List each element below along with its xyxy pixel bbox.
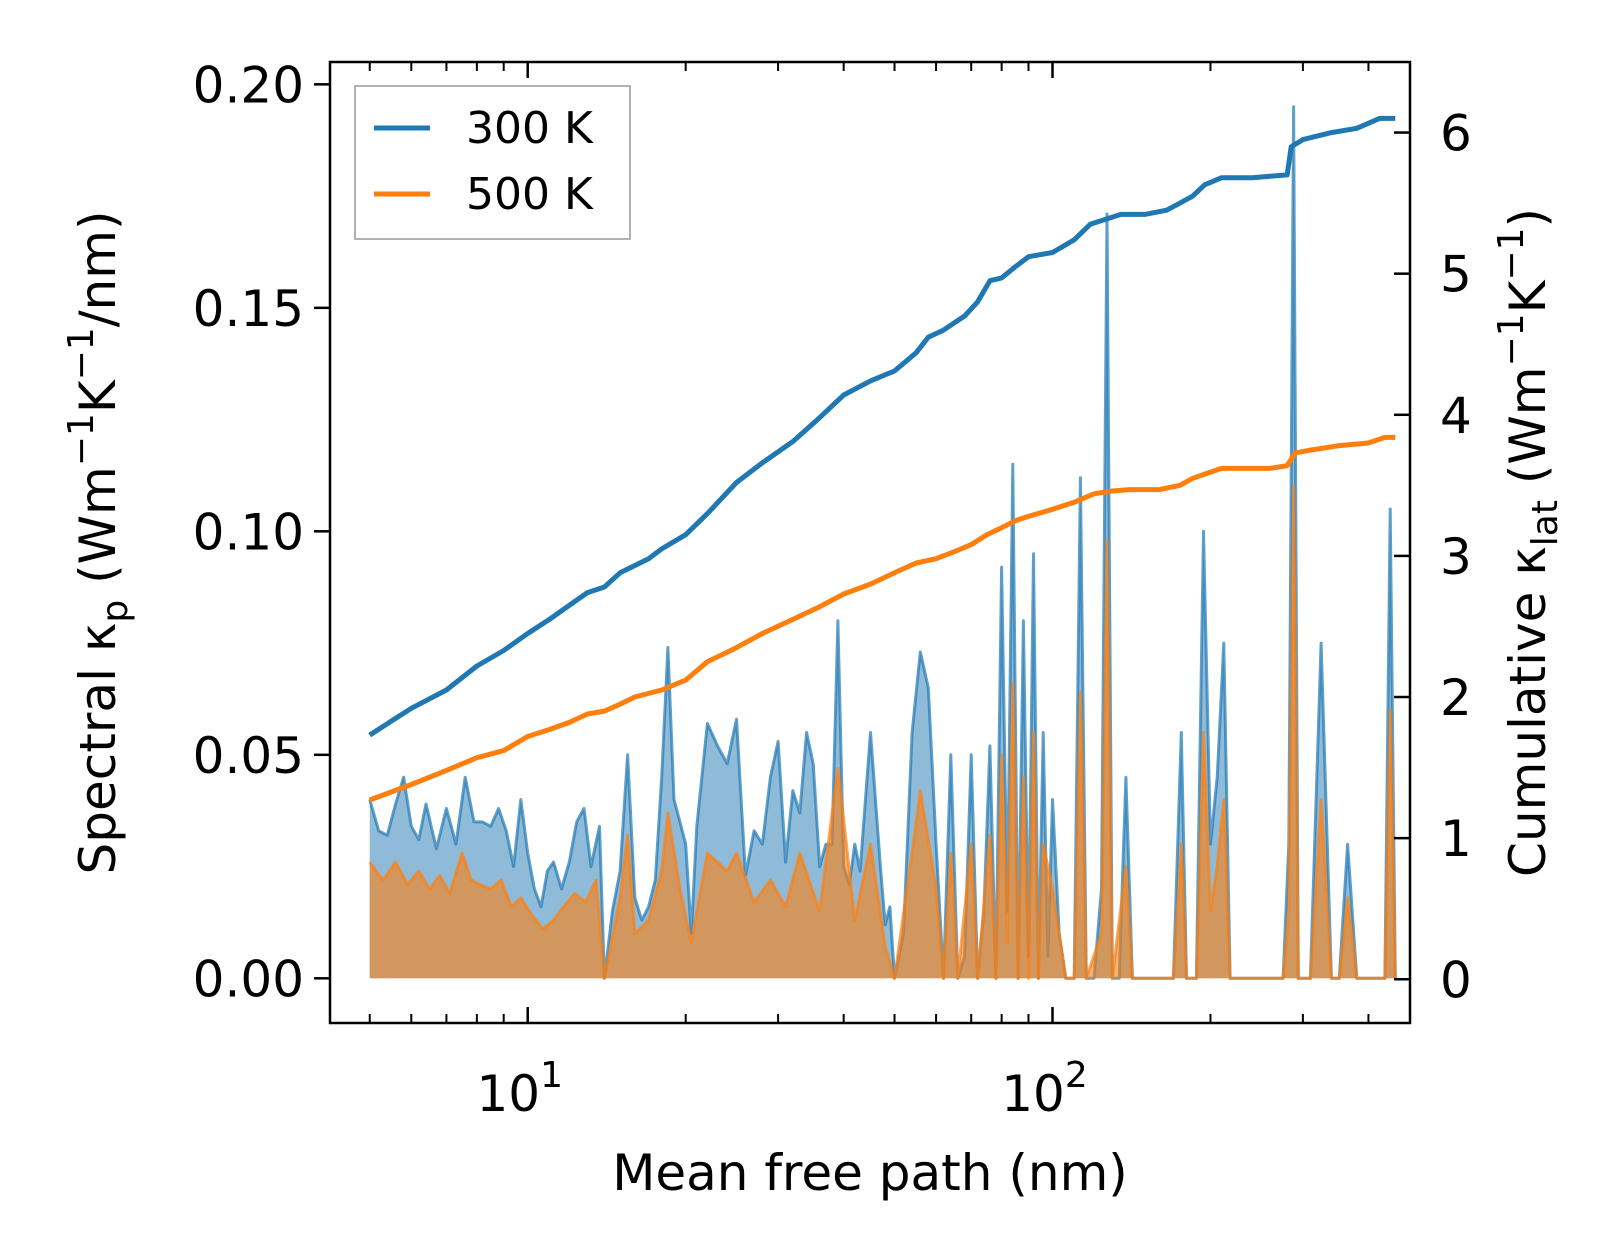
label-part: −1 [1491, 313, 1532, 366]
label-part: Spectral κ [69, 623, 127, 875]
right-tick-label: 3 [1440, 528, 1472, 586]
label-part: 10 [476, 1065, 540, 1123]
legend-label: 300 K [466, 103, 594, 154]
label-part: K [69, 379, 127, 413]
label-part: /nm) [69, 211, 127, 328]
right-axis-label: Cumulative κlat (Wm−1K−1) [1491, 208, 1566, 877]
legend-label: 500 K [466, 169, 594, 220]
label-part: lat [1525, 500, 1566, 546]
x-tick-label: 102 [1001, 1055, 1088, 1123]
label-part: −1 [61, 413, 102, 466]
right-tick-label: 4 [1440, 387, 1472, 445]
label-part: −1 [61, 327, 102, 380]
left-tick-label: 0.15 [193, 280, 304, 338]
left-tick-label: 0.20 [193, 56, 304, 114]
axes-frame [328, 60, 1412, 1025]
left-tick-label: 0.05 [193, 727, 304, 785]
left-axis-label: Spectral κp (Wm−1K−1/nm) [61, 211, 136, 875]
spectral-line-500k [368, 485, 1397, 980]
x-tick-label: 101 [476, 1055, 563, 1123]
label-part: 10 [1001, 1065, 1065, 1123]
right-tick-label: 6 [1440, 105, 1472, 163]
right-tick-label: 0 [1440, 951, 1472, 1009]
right-tick-label: 1 [1440, 810, 1472, 868]
plot-area [368, 105, 1397, 980]
left-tick-label: 0.10 [193, 503, 304, 561]
label-part: 1 [540, 1055, 563, 1096]
left-tick-label: 0.00 [193, 950, 304, 1008]
label-part: K [1499, 279, 1557, 313]
cumulative-line-500k [368, 434, 1396, 803]
legend-box [354, 85, 631, 240]
label-part: ) [1499, 208, 1557, 228]
label-part: −1 [1491, 228, 1532, 281]
label-part: (Wm [1499, 366, 1557, 500]
right-tick-label: 5 [1440, 246, 1472, 304]
label-part: Cumulative κ [1499, 546, 1557, 877]
legend: 300 K 500 K [354, 85, 631, 240]
label-part: (Wm [69, 466, 127, 600]
right-tick-label: 2 [1440, 669, 1472, 727]
cumulative-line-300k [368, 115, 1396, 738]
label-part: p [95, 600, 136, 623]
label-part: 2 [1065, 1055, 1088, 1096]
x-axis-label: Mean free path (nm) [612, 1144, 1128, 1202]
